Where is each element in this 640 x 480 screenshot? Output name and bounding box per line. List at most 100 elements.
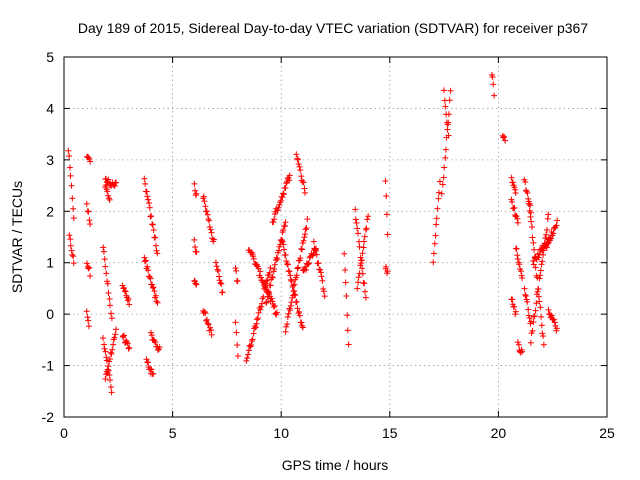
data-point	[530, 261, 537, 268]
data-point	[519, 274, 526, 281]
data-point	[530, 239, 537, 246]
data-point	[123, 339, 130, 346]
chart-title: Day 189 of 2015, Sidereal Day-to-day VTE…	[78, 20, 588, 36]
data-point	[269, 274, 276, 281]
data-point	[296, 163, 303, 170]
data-point	[502, 137, 509, 144]
data-point	[104, 188, 111, 195]
data-point	[287, 272, 294, 279]
data-point	[543, 226, 550, 233]
data-point	[352, 216, 359, 223]
data-point	[66, 232, 73, 239]
data-point	[252, 324, 259, 331]
data-point	[286, 305, 293, 312]
data-point	[280, 227, 287, 234]
data-point	[250, 330, 257, 337]
data-point	[320, 288, 327, 295]
data-point	[104, 370, 111, 377]
data-point	[357, 254, 364, 261]
data-point	[301, 234, 308, 241]
x-axis-label: GPS time / hours	[282, 457, 389, 473]
data-point	[383, 211, 390, 218]
data-points	[65, 72, 561, 396]
data-point	[291, 281, 298, 288]
data-point	[442, 154, 449, 161]
data-point	[432, 232, 439, 239]
data-point	[531, 313, 538, 320]
data-point	[70, 205, 77, 212]
data-point	[509, 296, 516, 303]
data-point	[526, 315, 533, 322]
y-axis-label: SDTVAR / TECUs	[9, 181, 25, 293]
data-point	[282, 184, 289, 191]
data-point	[112, 326, 119, 333]
data-point	[550, 230, 557, 237]
data-point	[249, 336, 256, 343]
data-point	[436, 178, 443, 185]
data-point	[202, 203, 209, 210]
data-point	[270, 304, 277, 311]
data-point	[443, 111, 450, 118]
x-tick-label: 0	[60, 425, 68, 441]
data-point	[105, 176, 112, 183]
data-point	[354, 225, 361, 232]
data-point	[364, 216, 371, 223]
data-point	[301, 189, 308, 196]
data-point	[279, 238, 286, 245]
data-point	[312, 246, 319, 253]
data-point	[524, 189, 531, 196]
data-point	[203, 208, 210, 215]
data-point	[271, 216, 278, 223]
data-point	[270, 218, 277, 225]
data-point	[272, 310, 279, 317]
data-point	[106, 196, 113, 203]
data-point	[295, 160, 302, 167]
data-point	[152, 242, 159, 249]
data-point	[544, 215, 551, 222]
data-point	[101, 345, 108, 352]
data-point	[540, 341, 547, 348]
data-point	[108, 310, 115, 317]
data-point	[145, 267, 152, 274]
y-tick-label: 3	[46, 152, 54, 168]
data-point	[513, 213, 520, 220]
data-point	[65, 147, 72, 154]
data-point	[274, 256, 281, 263]
data-point	[206, 217, 213, 224]
data-point	[193, 281, 200, 288]
data-point	[444, 126, 451, 133]
data-point	[491, 92, 498, 99]
data-point	[152, 292, 159, 299]
data-point	[87, 272, 94, 279]
data-point	[343, 293, 350, 300]
data-point	[111, 334, 118, 341]
data-point	[441, 97, 448, 104]
data-point	[68, 182, 75, 189]
data-point	[286, 172, 293, 179]
data-point	[107, 302, 114, 309]
y-tick-label: -1	[42, 358, 55, 374]
data-point	[299, 324, 306, 331]
data-point	[384, 231, 391, 238]
data-point	[297, 255, 304, 262]
data-point	[294, 155, 301, 162]
data-point	[148, 332, 155, 339]
data-point	[141, 258, 148, 265]
data-point	[234, 342, 241, 349]
data-point	[360, 244, 367, 251]
data-point	[263, 298, 270, 305]
data-point	[250, 253, 257, 260]
data-point	[438, 190, 445, 197]
data-point	[83, 200, 90, 207]
data-point	[219, 289, 226, 296]
data-point	[515, 341, 522, 348]
x-tick-label: 5	[169, 425, 177, 441]
data-point	[107, 384, 114, 391]
data-point	[207, 226, 214, 233]
data-point	[287, 307, 294, 314]
data-point	[103, 182, 110, 189]
data-point	[103, 270, 110, 277]
data-point	[125, 345, 132, 352]
data-point	[361, 280, 368, 287]
data-point	[490, 81, 497, 88]
